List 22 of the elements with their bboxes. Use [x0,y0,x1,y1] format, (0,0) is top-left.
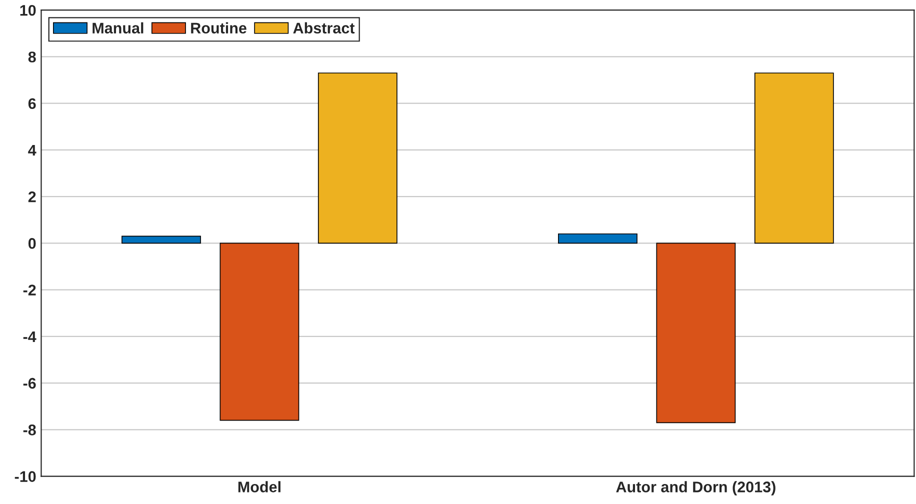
bar [656,242,736,424]
y-tick-label: 6 [28,98,36,110]
x-tick-label: Autor and Dorn (2013) [616,481,776,496]
legend-label: Abstract [293,22,355,34]
y-tick-label: 4 [28,144,36,156]
y-tick-label: 10 [20,4,36,16]
y-tick-label: 0 [28,238,36,249]
y-tick-label: -2 [23,284,36,296]
legend-label: Manual [92,22,144,34]
bar [122,236,201,244]
legend-label: Routine [191,22,246,34]
bar [318,72,398,244]
y-tick-label: -10 [14,471,36,482]
bar [220,242,300,421]
x-tick-label: Model [238,481,280,492]
y-tick-label: -4 [23,331,36,342]
y-tick-label: 8 [28,52,36,62]
bar [754,72,834,244]
y-tick-label: -8 [23,424,36,436]
y-tick-label: 2 [28,191,36,202]
y-tick-label: -6 [23,378,36,389]
bar [558,233,638,244]
